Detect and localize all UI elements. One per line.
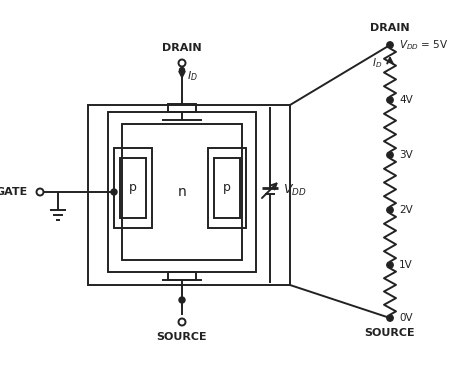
Circle shape [387, 152, 393, 158]
Circle shape [179, 59, 185, 66]
Circle shape [387, 97, 393, 103]
Circle shape [179, 319, 185, 326]
Circle shape [111, 189, 117, 195]
Circle shape [180, 68, 184, 73]
Circle shape [387, 42, 393, 48]
Text: SOURCE: SOURCE [157, 332, 207, 342]
Circle shape [387, 207, 393, 213]
Bar [122, 124, 242, 260]
Bar [88, 105, 290, 285]
Text: GATE: GATE [0, 187, 28, 197]
Text: 2V: 2V [399, 205, 413, 215]
Bar [114, 148, 152, 228]
Text: n: n [178, 185, 186, 199]
Bar [208, 148, 246, 228]
Bar [168, 272, 196, 280]
Bar [168, 104, 196, 112]
Bar [214, 158, 240, 218]
Text: DRAIN: DRAIN [370, 23, 410, 33]
Text: $V_{DD}$ = 5V: $V_{DD}$ = 5V [399, 38, 448, 52]
Circle shape [387, 315, 393, 321]
Bar [120, 158, 146, 218]
Text: p: p [223, 182, 231, 195]
Text: p: p [129, 182, 137, 195]
Text: $V_{DD}$: $V_{DD}$ [283, 182, 307, 197]
Circle shape [387, 262, 393, 268]
Circle shape [179, 297, 185, 303]
Text: 4V: 4V [399, 95, 413, 105]
Text: 0V: 0V [399, 313, 413, 323]
Text: SOURCE: SOURCE [365, 328, 415, 338]
Text: $I_D$: $I_D$ [372, 56, 383, 70]
Text: DRAIN: DRAIN [162, 43, 202, 53]
Text: 1V: 1V [399, 260, 413, 270]
Text: $I_D$: $I_D$ [187, 69, 198, 83]
Circle shape [36, 189, 44, 196]
Text: 3V: 3V [399, 150, 413, 160]
Bar [108, 112, 256, 272]
